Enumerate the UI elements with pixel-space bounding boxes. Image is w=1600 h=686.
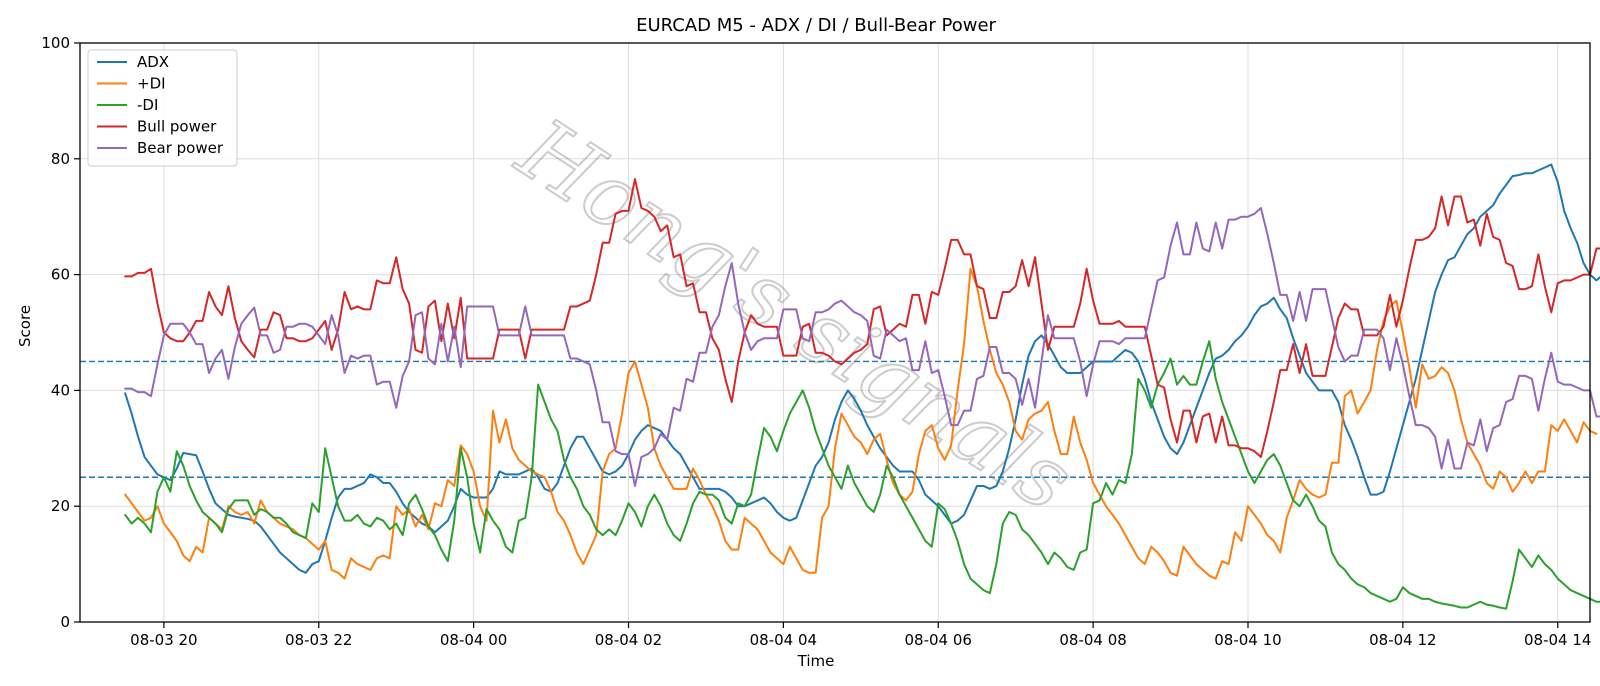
x-tick-label: 08-03 22 (285, 631, 352, 649)
y-tick-label: 40 (51, 381, 70, 399)
y-tick-label: 100 (41, 34, 70, 52)
x-tick-label: 08-04 02 (595, 631, 662, 649)
legend-box (87, 49, 238, 167)
y-ticks: 0 20 40 60 80 100 (41, 34, 80, 631)
legend: ADX +DI -DI Bull power Bear power (87, 49, 238, 167)
plot-area (79, 42, 1591, 623)
chart-title: EURCAD M5 - ADX / DI / Bull-Bear Power (636, 15, 996, 36)
x-ticks: 08-03 20 08-03 22 08-04 00 08-04 02 08-04 04… (130, 622, 1591, 649)
legend-label: ADX (137, 53, 169, 71)
x-tick-label: 08-04 08 (1059, 631, 1126, 649)
series-layer (124, 163, 1600, 610)
series-line-bull-power (124, 178, 1600, 458)
y-tick-label: 80 (51, 150, 70, 168)
legend-label: Bear power (137, 139, 224, 157)
legend-label: +DI (137, 75, 166, 93)
x-tick-label: 08-04 00 (440, 631, 507, 649)
series-line-di (124, 267, 1598, 580)
legend-label: Bull power (137, 118, 217, 136)
x-tick-label: 08-04 06 (905, 631, 972, 649)
series-line-bear-power (124, 207, 1600, 487)
legend-label: -DI (137, 96, 158, 114)
series-line-di (124, 340, 1600, 610)
x-tick-label: 08-03 20 (130, 631, 197, 649)
y-tick-label: 20 (51, 497, 70, 515)
y-tick-label: 0 (60, 613, 70, 631)
y-tick-label: 60 (51, 266, 70, 284)
x-tick-label: 08-04 10 (1214, 631, 1281, 649)
x-tick-label: 08-04 04 (750, 631, 817, 649)
x-axis-title: Time (797, 652, 835, 670)
x-tick-label: 08-04 14 (1524, 631, 1591, 649)
x-tick-label: 08-04 12 (1369, 631, 1436, 649)
y-axis-title: Score (16, 305, 34, 347)
